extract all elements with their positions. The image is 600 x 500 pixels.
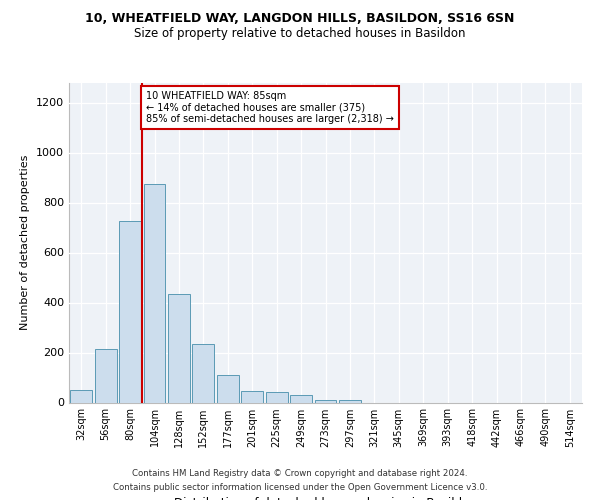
Bar [168, 294, 190, 403]
Bar [217, 375, 239, 402]
Text: Contains HM Land Registry data © Crown copyright and database right 2024.: Contains HM Land Registry data © Crown c… [132, 468, 468, 477]
Text: 10 WHEATFIELD WAY: 85sqm
← 14% of detached houses are smaller (375)
85% of semi-: 10 WHEATFIELD WAY: 85sqm ← 14% of detach… [146, 91, 394, 124]
Bar [119, 221, 141, 402]
Bar [290, 394, 312, 402]
Bar [241, 390, 263, 402]
Bar [143, 184, 166, 402]
X-axis label: Distribution of detached houses by size in Basildon: Distribution of detached houses by size … [174, 497, 477, 500]
Text: Size of property relative to detached houses in Basildon: Size of property relative to detached ho… [134, 28, 466, 40]
Bar [314, 400, 337, 402]
Bar [70, 390, 92, 402]
Text: 10, WHEATFIELD WAY, LANGDON HILLS, BASILDON, SS16 6SN: 10, WHEATFIELD WAY, LANGDON HILLS, BASIL… [85, 12, 515, 26]
Y-axis label: Number of detached properties: Number of detached properties [20, 155, 31, 330]
Bar [266, 392, 287, 402]
Bar [95, 349, 116, 403]
Text: Contains public sector information licensed under the Open Government Licence v3: Contains public sector information licen… [113, 484, 487, 492]
Bar [193, 344, 214, 403]
Bar [339, 400, 361, 402]
